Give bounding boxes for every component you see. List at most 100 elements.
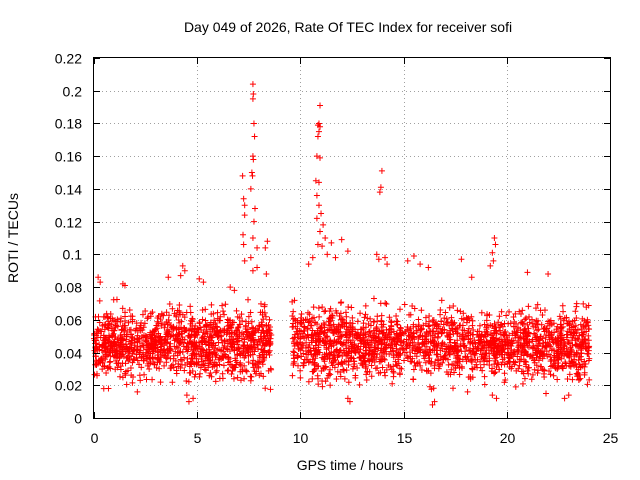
roti-point [437,347,444,354]
roti-point [159,311,166,318]
roti-point [355,348,362,355]
roti-point [179,262,186,269]
roti-point [326,315,333,322]
roti-point [543,390,550,397]
roti-point [119,341,126,348]
roti-point [426,358,433,365]
roti-point [440,321,447,328]
roti-point [307,347,314,354]
roti-point [140,324,147,331]
roti-point [158,322,165,329]
roti-point [122,368,129,375]
roti-point [519,319,526,326]
roti-point [450,302,457,309]
roti-point [186,369,193,376]
roti-point [164,327,171,334]
roti-point [237,377,244,384]
roti-point [339,341,346,348]
roti-point [383,301,390,308]
roti-point [429,347,436,354]
roti-point [408,358,415,365]
roti-point [343,358,350,365]
roti-point [231,287,238,294]
roti-point [96,297,103,304]
roti-point [474,356,481,363]
roti-point [550,372,557,379]
roti-point [149,376,156,383]
roti-point [154,359,161,366]
roti-point [318,210,325,217]
roti-point [479,367,486,374]
data-points [91,81,593,408]
roti-point [326,352,333,359]
roti-point [364,369,371,376]
roti-point [538,363,545,370]
roti-point [543,348,550,355]
roti-point [241,336,248,343]
roti-point [309,315,316,322]
roti-point [503,312,510,319]
roti-point [230,375,237,382]
roti-point [543,327,550,334]
roti-point [220,362,227,369]
y-tick-label: 0.1 [63,247,83,263]
roti-point [450,385,457,392]
roti-point [380,346,387,353]
roti-point [338,236,345,243]
roti-point [555,356,562,363]
roti-point [257,300,264,307]
roti-point [211,317,218,324]
roti-point [317,123,324,130]
roti-point [400,338,407,345]
roti-point [409,302,416,309]
roti-point [370,327,377,334]
roti-point [179,336,186,343]
roti-point [112,322,119,329]
roti-point [124,354,131,361]
roti-point [481,321,488,328]
roti-point [571,351,578,358]
roti-point [557,334,564,341]
roti-point [362,311,369,318]
roti-point [467,339,474,346]
roti-point [133,354,140,361]
roti-point [380,355,387,362]
roti-point [529,336,536,343]
roti-point [248,169,255,176]
y-tick-label: 0.06 [55,313,82,329]
roti-point [116,354,123,361]
roti-point [539,355,546,362]
roti-point [359,352,366,359]
roti-point [521,375,528,382]
roti-point [109,344,116,351]
roti-point [192,322,199,329]
roti-point [431,365,438,372]
roti-point [434,356,441,363]
roti-point [345,379,352,386]
roti-point [389,345,396,352]
roti-point [212,378,219,385]
roti-point [416,333,423,340]
roti-point [165,274,172,281]
roti-point [159,340,166,347]
roti-point [176,325,183,332]
roti-point [575,357,582,364]
roti-point [561,315,568,322]
roti-point [106,334,113,341]
roti-point [259,358,266,365]
roti-point [557,315,564,322]
roti-point [106,359,113,366]
roti-point [129,318,136,325]
roti-point [579,337,586,344]
roti-point [180,343,187,350]
roti-point [158,338,165,345]
roti-point [196,370,203,377]
roti-point [241,362,248,369]
y-tick-label: 0.14 [55,182,82,198]
roti-point [250,336,257,343]
roti-point [138,364,145,371]
roti-point [565,392,572,399]
roti-point [105,385,112,392]
roti-point [183,378,190,385]
